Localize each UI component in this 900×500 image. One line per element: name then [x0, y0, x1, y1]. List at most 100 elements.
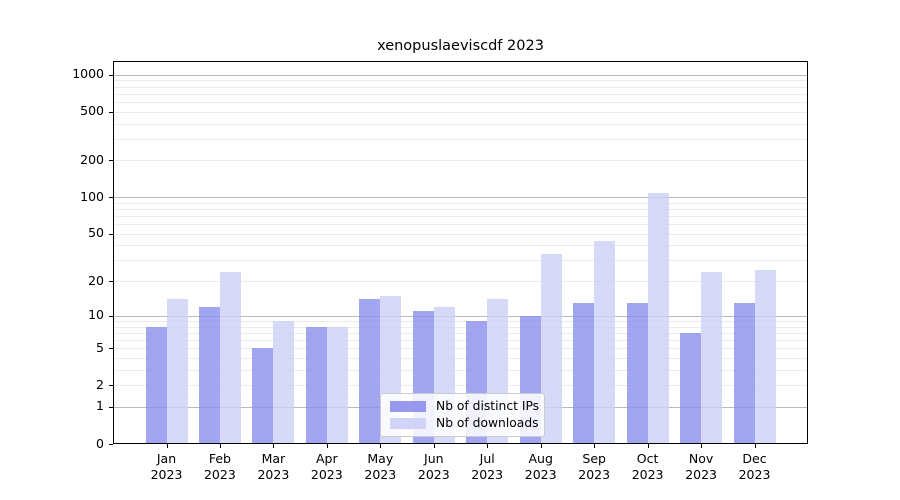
bar-downloads [540, 253, 562, 444]
y-tick-mark [109, 444, 113, 445]
minor-gridline [113, 281, 808, 283]
x-tick-mark [540, 444, 542, 448]
major-gridline [113, 315, 808, 317]
x-tick-mark [487, 444, 489, 448]
y-tick-mark [109, 385, 113, 387]
major-gridline [113, 197, 808, 199]
bar-distinct-ips [198, 306, 220, 444]
legend-label-distinct-ips: Nb of distinct IPs [436, 399, 540, 413]
y-tick-label: 2 [96, 376, 104, 392]
x-tick-label: May 2023 [364, 451, 397, 482]
y-tick-mark [109, 111, 113, 113]
minor-gridline [113, 86, 808, 88]
y-tick-label: 50 [88, 225, 104, 241]
y-tick-mark [109, 315, 113, 317]
minor-gridline [113, 385, 808, 387]
bar-distinct-ips [252, 348, 274, 444]
y-tick-label: 500 [80, 103, 104, 119]
bar-downloads [594, 240, 616, 444]
x-tick-label: Sep 2023 [578, 451, 611, 482]
minor-gridline [113, 111, 808, 113]
legend-swatch-downloads [390, 418, 426, 429]
x-tick-mark [380, 444, 382, 448]
y-tick-label: 5 [96, 339, 104, 355]
minor-gridline [113, 209, 808, 210]
bar-downloads [326, 326, 348, 444]
y-tick-mark [109, 406, 113, 408]
legend-item-downloads: Nb of downloads [381, 417, 544, 430]
x-tick-label: Jul 2023 [471, 451, 504, 482]
x-tick-mark [433, 444, 435, 448]
y-tick-mark [109, 197, 113, 199]
x-tick-label: Dec 2023 [738, 451, 771, 482]
x-tick-mark [219, 444, 221, 448]
x-tick-mark [166, 444, 168, 448]
minor-gridline [113, 216, 808, 218]
minor-gridline [113, 348, 808, 350]
bar-distinct-ips [145, 326, 167, 444]
x-tick-label: Nov 2023 [685, 451, 717, 482]
y-tick-mark [109, 281, 113, 283]
legend-item-distinct-ips: Nb of distinct IPs [381, 400, 544, 413]
x-tick-label: Mar 2023 [257, 451, 290, 482]
minor-gridline [113, 340, 808, 341]
x-tick-mark [326, 444, 328, 448]
x-tick-mark [754, 444, 756, 448]
x-tick-mark [701, 444, 703, 448]
minor-gridline [113, 224, 808, 226]
minor-gridline [113, 332, 808, 334]
y-tick-mark [109, 233, 113, 235]
y-tick-label: 10 [88, 307, 104, 323]
y-tick-label: 20 [88, 272, 104, 288]
y-tick-label: 200 [80, 151, 104, 167]
minor-gridline [113, 233, 808, 235]
y-tick-label: 0 [96, 435, 104, 451]
x-tick-mark [594, 444, 596, 448]
x-tick-label: Jan 2023 [150, 451, 183, 482]
legend-label-downloads: Nb of downloads [436, 416, 539, 430]
minor-gridline [113, 160, 808, 162]
bar-distinct-ips [573, 302, 595, 444]
minor-gridline [113, 80, 808, 82]
bar-distinct-ips [626, 302, 648, 444]
x-tick-label: Apr 2023 [310, 451, 343, 482]
bar-downloads [219, 271, 241, 444]
bar-downloads [701, 271, 723, 444]
minor-gridline [113, 260, 808, 262]
x-tick-label: Feb 2023 [203, 451, 236, 482]
major-gridline [113, 74, 808, 76]
chart-title: xenopuslaeviscdf 2023 [377, 38, 544, 54]
bar-distinct-ips [359, 299, 381, 444]
legend: Nb of distinct IPs Nb of downloads [380, 393, 545, 437]
minor-gridline [113, 245, 808, 247]
minor-gridline [113, 93, 808, 95]
x-tick-label: Aug 2023 [524, 451, 557, 482]
y-tick-label: 1000 [72, 66, 104, 82]
legend-swatch-distinct-ips [390, 401, 426, 412]
minor-gridline [113, 123, 808, 125]
y-tick-mark [109, 160, 113, 162]
minor-gridline [113, 320, 808, 322]
y-tick-label: 100 [80, 188, 104, 204]
minor-gridline [113, 326, 808, 328]
bar-downloads [754, 269, 776, 444]
y-tick-mark [109, 348, 113, 350]
bar-downloads [166, 299, 188, 444]
bar-downloads [273, 320, 295, 444]
bar-distinct-ips [305, 326, 327, 444]
y-tick-label: 1 [96, 398, 104, 414]
minor-gridline [113, 138, 808, 140]
bar-distinct-ips [680, 332, 702, 444]
x-tick-label: Oct 2023 [631, 451, 664, 482]
y-tick-mark [109, 74, 113, 76]
minor-gridline [113, 369, 808, 371]
x-tick-mark [647, 444, 649, 448]
bar-distinct-ips [733, 302, 755, 444]
x-tick-mark [273, 444, 275, 448]
minor-gridline [113, 202, 808, 204]
minor-gridline [113, 101, 808, 103]
bar-downloads [647, 193, 669, 444]
minor-gridline [113, 357, 808, 359]
x-tick-label: Jun 2023 [417, 451, 450, 482]
